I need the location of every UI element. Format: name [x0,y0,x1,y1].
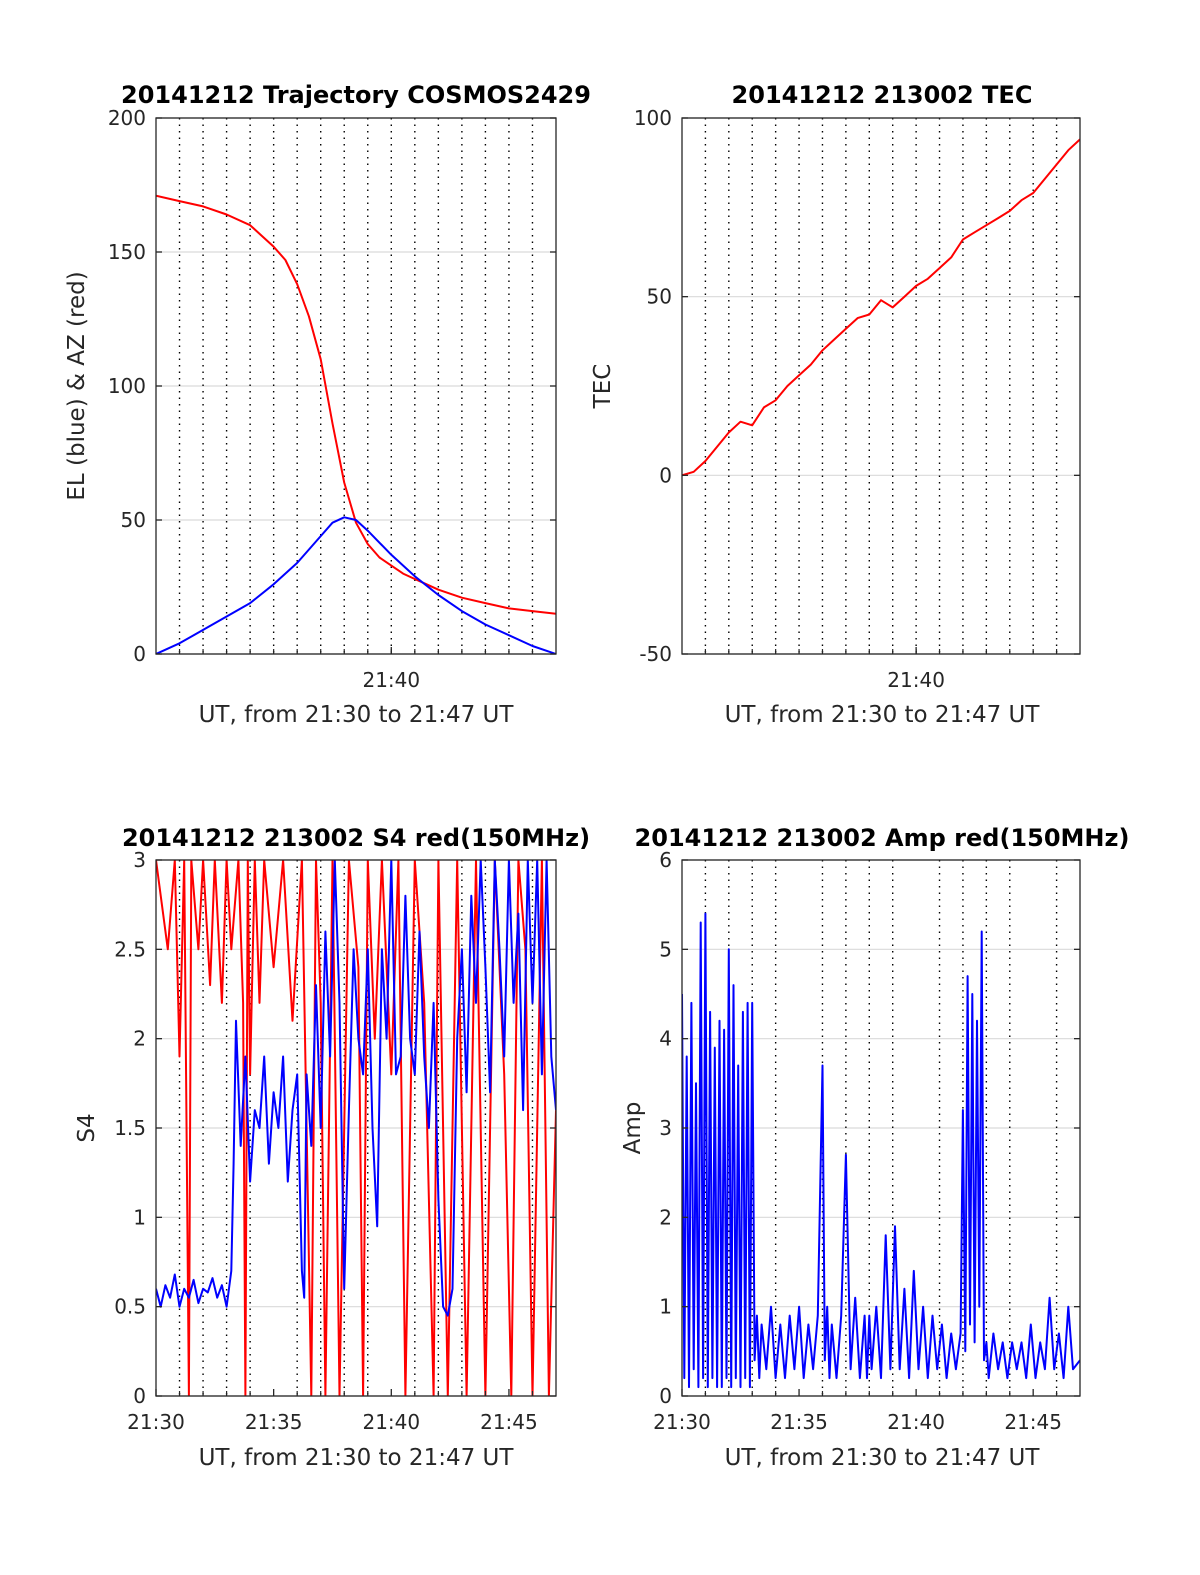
s4-y-tick-label-1: 0.5 [114,1295,146,1319]
amp-title: 20141212 213002 Amp red(150MHz) [635,824,1130,852]
s4-y-tick-label-5: 2.5 [114,937,146,961]
amp-y-tick-label-0: 0 [659,1384,672,1408]
amp-y-axis-label: Amp [620,1102,646,1155]
amp-y-tick-label-3: 3 [659,1116,672,1140]
s4-y-axis-label: S4 [74,1113,100,1142]
tec-y-axis-label: TEC [590,364,616,410]
s4-y-tick-label-6: 3 [133,848,146,872]
s4-x-tick-label-2: 21:40 [362,1410,420,1434]
trajectory-y-tick-label-3: 150 [108,240,146,264]
s4-title: 20141212 213002 S4 red(150MHz) [122,824,590,852]
tec-y-tick-label-2: 50 [647,285,672,309]
trajectory-y-tick-label-2: 100 [108,374,146,398]
s4-series-1-line [156,860,556,1317]
amp-panel: 20141212 213002 Amp red(150MHz) UT, from… [620,824,1129,1471]
tec-y-tick-label-3: 100 [634,106,672,130]
amp-x-axis-label: UT, from 21:30 to 21:47 UT [725,1445,1041,1471]
trajectory-title: 20141212 Trajectory COSMOS2429 [121,81,591,109]
trajectory-y-tick-label-1: 50 [121,508,146,532]
tec-title: 20141212 213002 TEC [732,81,1033,109]
tec-panel: 20141212 213002 TEC UT, from 21:30 to 21… [590,81,1081,728]
amp-x-tick-label-2: 21:40 [887,1410,945,1434]
amp-y-tick-label-6: 6 [659,848,672,872]
amp-x-tick-label-0: 21:30 [653,1410,711,1434]
s4-panel: 20141212 213002 S4 red(150MHz) UT, from … [74,824,590,1471]
trajectory-y-tick-label-0: 0 [133,642,146,666]
tec-y-tick-label-0: -50 [639,642,672,666]
s4-y-tick-label-0: 0 [133,1384,146,1408]
s4-x-tick-label-3: 21:45 [480,1410,538,1434]
s4-y-tick-label-4: 2 [133,1027,146,1051]
trajectory-panel: 20141212 Trajectory COSMOS2429 UT, from … [64,81,591,728]
amp-y-tick-label-4: 4 [659,1027,672,1051]
s4-y-tick-label-3: 1.5 [114,1116,146,1140]
amp-y-tick-label-5: 5 [659,937,672,961]
tec-axes-box [681,117,1081,655]
s4-x-tick-label-1: 21:35 [245,1410,303,1434]
amp-series-0-line [682,912,1080,1389]
trajectory-y-axis-label: EL (blue) & AZ (red) [64,271,90,500]
s4-series-0-line [156,860,556,1396]
tec-y-tick-label-1: 0 [659,463,672,487]
amp-y-tick-label-2: 2 [659,1205,672,1229]
trajectory-x-axis-label: UT, from 21:30 to 21:47 UT [199,702,515,728]
amp-y-tick-label-1: 1 [659,1295,672,1319]
tec-x-axis-label: UT, from 21:30 to 21:47 UT [725,702,1041,728]
amp-x-tick-label-1: 21:35 [770,1410,828,1434]
s4-y-tick-label-2: 1 [133,1205,146,1229]
trajectory-x-tick-label-0: 21:40 [362,668,420,692]
amp-x-tick-label-3: 21:45 [1004,1410,1062,1434]
trajectory-series-1-line [156,516,556,654]
s4-x-tick-label-0: 21:30 [127,1410,185,1434]
s4-x-axis-label: UT, from 21:30 to 21:47 UT [199,1445,515,1471]
trajectory-y-tick-label-4: 200 [108,106,146,130]
trajectory-series-0-line [156,194,556,615]
tec-series-0-line [682,138,1080,477]
tec-x-tick-label-0: 21:40 [887,668,945,692]
